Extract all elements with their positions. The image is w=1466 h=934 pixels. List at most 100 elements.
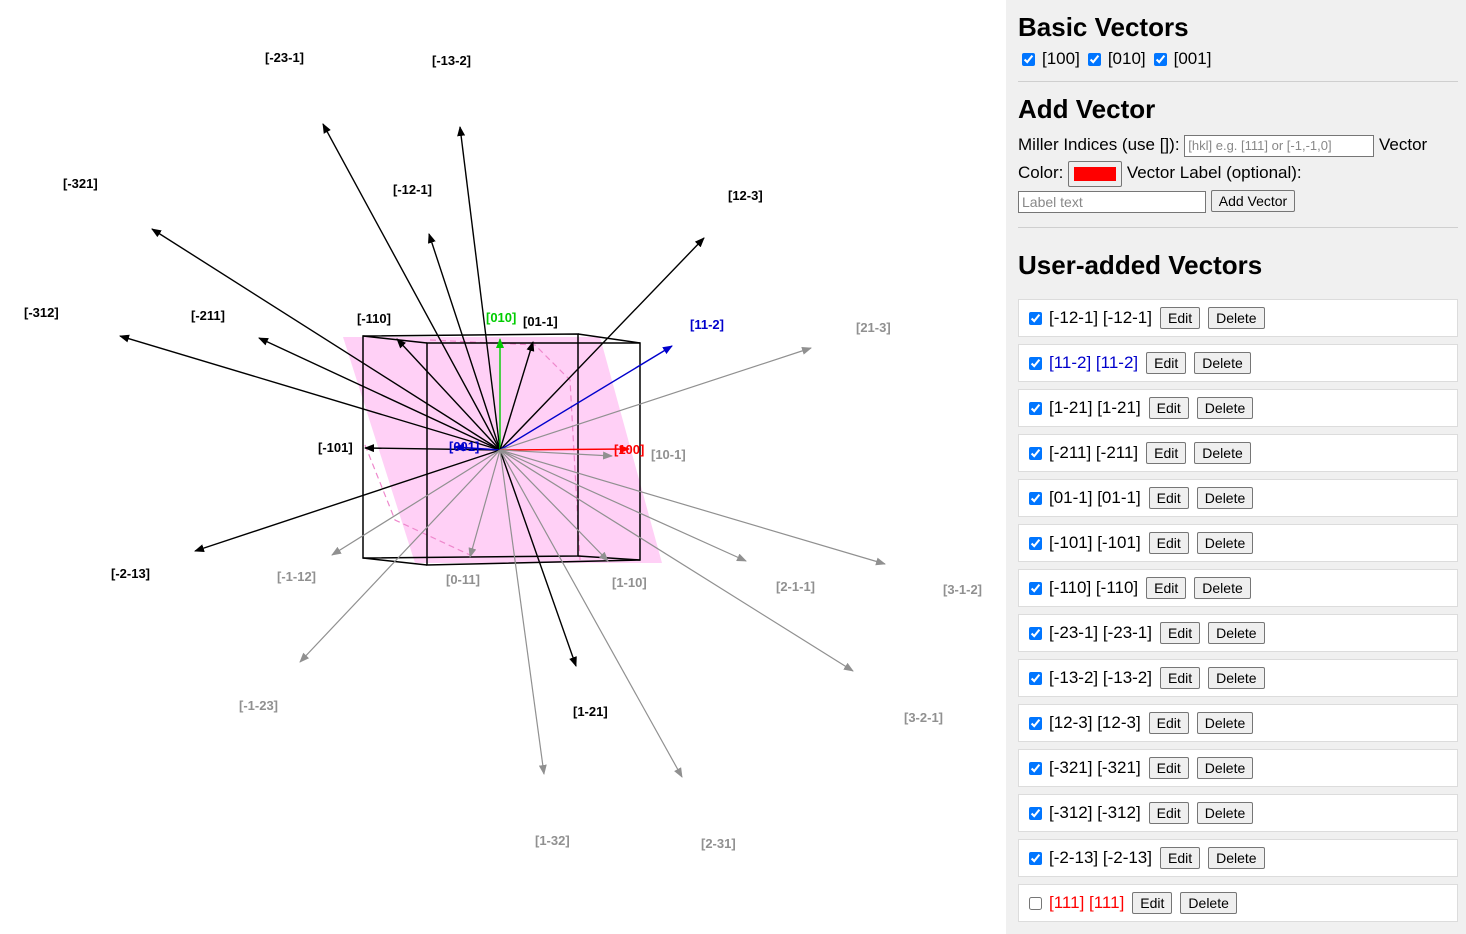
vector-arrow-[2-31] — [499, 449, 683, 778]
vector-arrow-[-101] — [364, 444, 501, 453]
vector-label: [2-1-1] — [776, 579, 815, 594]
user-vector-checkbox[interactable] — [1029, 671, 1042, 685]
vector-label: [10-1] — [651, 447, 686, 462]
vector-labels-layer: [-23-1] [-13-2] [-321] [-12-1] [12-3] [-312] [… — [24, 50, 982, 851]
vector-arrow-[01-1] — [499, 341, 535, 451]
vector-label: [-23-1] — [265, 50, 304, 65]
vector-label: [-1-23] — [239, 698, 278, 713]
user-vector-label: [-312] [-312] — [1049, 803, 1141, 822]
user-vector-label: [111] [111] — [1049, 893, 1125, 912]
edit-vector-button[interactable]: Edit — [1148, 802, 1189, 824]
delete-vector-button[interactable]: Delete — [1196, 712, 1254, 734]
add-vector-form: Miller Indices (use []): Vector Color: V… — [1018, 131, 1458, 215]
edit-vector-button[interactable]: Edit — [1148, 757, 1189, 779]
vector-label: [1-21] — [573, 704, 608, 719]
delete-vector-button[interactable]: Delete — [1196, 397, 1254, 419]
basic-vector-label: [100] — [1042, 49, 1080, 68]
divider — [1018, 81, 1458, 82]
basic-vector-checkbox[interactable] — [1153, 52, 1167, 66]
delete-vector-button[interactable]: Delete — [1196, 757, 1254, 779]
user-vector-row: [-101] [-101] Edit Delete — [1018, 524, 1458, 562]
edit-vector-button[interactable]: Edit — [1148, 397, 1189, 419]
edit-vector-button[interactable]: Edit — [1148, 712, 1189, 734]
vector-arrow-[1-21] — [499, 449, 577, 667]
miller-indices-input[interactable] — [1184, 134, 1375, 157]
user-vector-checkbox[interactable] — [1029, 581, 1042, 595]
delete-vector-button[interactable]: Delete — [1196, 802, 1254, 824]
vector-label: [001] — [449, 439, 479, 454]
user-vector-checkbox[interactable] — [1029, 536, 1042, 550]
user-vector-checkbox[interactable] — [1029, 401, 1042, 415]
user-vector-checkbox[interactable] — [1029, 716, 1042, 730]
vector-arrow-[1-32] — [499, 449, 547, 775]
user-vector-checkbox[interactable] — [1029, 761, 1042, 775]
vector-label-input[interactable] — [1018, 190, 1206, 213]
delete-vector-button[interactable]: Delete — [1196, 532, 1254, 554]
basic-vector-toggle[interactable]: [010] — [1084, 49, 1146, 69]
vector-label: [3-1-2] — [943, 582, 982, 597]
user-vector-checkbox[interactable] — [1029, 491, 1042, 505]
user-vector-row: [1-21] [1-21] Edit Delete — [1018, 389, 1458, 427]
delete-vector-button[interactable]: Delete — [1194, 442, 1251, 464]
user-vector-label: [-110] [-110] — [1049, 578, 1139, 597]
edit-vector-button[interactable]: Edit — [1132, 892, 1173, 914]
basic-vectors-section: Basic Vectors [100] [010] [001] — [1018, 12, 1458, 69]
user-vector-row: [01-1] [01-1] Edit Delete — [1018, 479, 1458, 517]
edit-vector-button[interactable]: Edit — [1148, 532, 1189, 554]
add-vector-title: Add Vector — [1018, 94, 1156, 124]
user-vector-label: [-101] [-101] — [1049, 533, 1141, 552]
delete-vector-button[interactable]: Delete — [1208, 847, 1265, 869]
edit-vector-button[interactable]: Edit — [1148, 487, 1189, 509]
user-vector-checkbox[interactable] — [1029, 446, 1042, 460]
user-vector-checkbox[interactable] — [1029, 896, 1042, 910]
basic-vector-checkbox[interactable] — [1087, 52, 1101, 66]
delete-vector-button[interactable]: Delete — [1194, 577, 1251, 599]
edit-vector-button[interactable]: Edit — [1160, 307, 1201, 329]
user-vector-label: [-211] [-211] — [1049, 443, 1139, 462]
vector-arrow-[-1-23] — [299, 449, 501, 663]
vector-arrow-[100] — [499, 445, 630, 454]
basic-vector-toggle[interactable]: [001] — [1150, 49, 1211, 69]
user-vector-checkbox[interactable] — [1029, 311, 1042, 325]
basic-vector-toggle[interactable]: [100] — [1018, 49, 1080, 69]
vector-arrow-[-321] — [151, 228, 501, 451]
vector-arrow-[-110] — [396, 338, 501, 451]
vector-arrow-[2-1-1] — [499, 449, 747, 562]
add-vector-button[interactable]: Add Vector — [1210, 190, 1296, 212]
3d-viewport[interactable]: [-23-1] [-13-2] [-321] [-12-1] [12-3] [-312] [… — [0, 0, 1006, 934]
vector-color-picker[interactable] — [1068, 160, 1123, 187]
delete-vector-button[interactable]: Delete — [1196, 487, 1254, 509]
user-vector-label: [-12-1] [-12-1] — [1049, 308, 1152, 327]
vector-label: [-2-13] — [111, 566, 150, 581]
basic-vector-checkbox[interactable] — [1022, 52, 1035, 66]
delete-vector-button[interactable]: Delete — [1208, 307, 1265, 329]
edit-vector-button[interactable]: Edit — [1160, 847, 1201, 869]
user-vector-label: [-23-1] [-23-1] — [1049, 623, 1152, 642]
vector-arrow-[-211] — [258, 337, 501, 451]
user-vector-checkbox[interactable] — [1029, 626, 1042, 640]
delete-vector-button[interactable]: Delete — [1208, 622, 1265, 644]
delete-vector-button[interactable]: Delete — [1208, 667, 1265, 689]
edit-vector-button[interactable]: Edit — [1146, 577, 1187, 599]
basic-vectors-title: Basic Vectors — [1018, 12, 1189, 42]
vector-arrow-[1-10] — [499, 449, 609, 562]
edit-vector-button[interactable]: Edit — [1160, 667, 1201, 689]
add-vector-section: Add Vector Miller Indices (use []): Vect… — [1018, 94, 1458, 215]
user-vector-row: [-23-1] [-23-1] Edit Delete — [1018, 614, 1458, 652]
user-vector-checkbox[interactable] — [1029, 356, 1042, 370]
crystal-vector-scene[interactable]: [-23-1] [-13-2] [-321] [-12-1] [12-3] [-312] [… — [0, 0, 1006, 934]
edit-vector-button[interactable]: Edit — [1146, 442, 1187, 464]
control-panel: Basic Vectors [100] [010] [001] Add Vector… — [1006, 0, 1466, 934]
vector-label: [-321] — [63, 176, 98, 191]
user-vector-checkbox[interactable] — [1029, 806, 1042, 820]
user-vector-row: [-110] [-110] Edit Delete — [1018, 569, 1458, 607]
user-vector-checkbox[interactable] — [1029, 851, 1042, 865]
vector-label: [-211] — [191, 308, 225, 323]
edit-vector-button[interactable]: Edit — [1160, 622, 1201, 644]
edit-vector-button[interactable]: Edit — [1146, 352, 1187, 374]
user-vector-label: [-13-2] [-13-2] — [1049, 668, 1152, 687]
delete-vector-button[interactable]: Delete — [1180, 892, 1237, 914]
delete-vector-button[interactable]: Delete — [1194, 352, 1251, 374]
vector-arrow-[-13-2] — [457, 126, 501, 451]
user-vector-label: [12-3] [12-3] — [1049, 713, 1141, 732]
